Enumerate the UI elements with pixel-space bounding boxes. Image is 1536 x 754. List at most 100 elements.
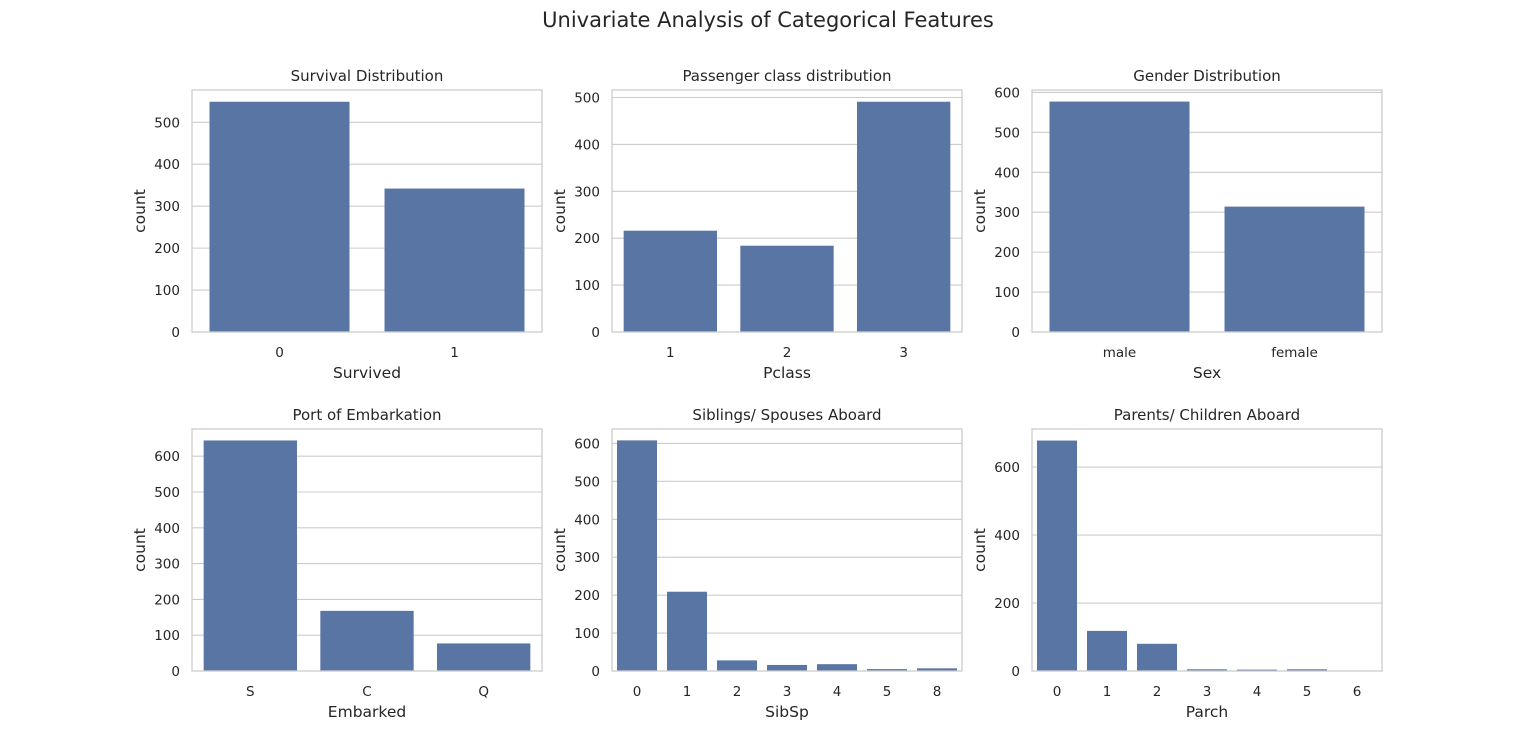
y-tick-label: 500 bbox=[994, 125, 1020, 141]
subplot-4: 0 100 200 300 400 500 600 S C Q Port of Embarkatio… bbox=[131, 406, 543, 721]
y-tick-label: 0 bbox=[1011, 325, 1020, 341]
y-tick-label: 400 bbox=[574, 137, 600, 153]
bar-2 bbox=[717, 660, 757, 671]
subplot-6: 0 200 400 600 0 1 2 3 4 5 6 Parents/ Children Aboar… bbox=[971, 406, 1383, 721]
x-tick-label: Q bbox=[478, 684, 489, 700]
x-tick-label: 1 bbox=[450, 345, 459, 361]
axes-frame bbox=[611, 428, 963, 672]
bar-1 bbox=[623, 230, 717, 332]
x-tick-label: C bbox=[362, 684, 371, 700]
y-tick-label: 100 bbox=[574, 278, 600, 294]
x-tick-label: 2 bbox=[733, 684, 742, 700]
x-tick-label: 1 bbox=[1103, 684, 1112, 700]
x-tick-label: 8 bbox=[933, 684, 942, 700]
x-tick-label: S bbox=[246, 684, 255, 700]
y-tick-label: 100 bbox=[154, 283, 180, 299]
y-tick-label: 0 bbox=[591, 664, 600, 680]
y-tick-label: 400 bbox=[994, 165, 1020, 181]
y-tick-label: 600 bbox=[574, 436, 600, 452]
subplot-5: 0 100 200 300 400 500 600 0 1 2 3 4 5 8 Siblings/ Spou… bbox=[551, 406, 963, 721]
y-axis-label: count bbox=[131, 189, 149, 233]
subplot-title: Siblings/ Spouses Aboard bbox=[692, 406, 881, 424]
y-tick-label: 300 bbox=[994, 205, 1020, 221]
bar-Q bbox=[437, 643, 531, 671]
subplot-title: Gender Distribution bbox=[1133, 67, 1281, 85]
y-tick-label: 500 bbox=[154, 485, 180, 501]
bar-3 bbox=[857, 101, 951, 332]
x-axis-label: SibSp bbox=[765, 703, 809, 721]
x-tick-label: 3 bbox=[899, 345, 908, 361]
axes-frame bbox=[191, 428, 543, 672]
y-tick-label: 600 bbox=[154, 449, 180, 465]
subplot-1: 0 100 200 300 400 500 0 1 Survival Distribution S… bbox=[131, 67, 543, 382]
y-tick-label: 0 bbox=[1011, 664, 1020, 680]
y-tick-label: 400 bbox=[154, 521, 180, 537]
y-tick-label: 600 bbox=[994, 460, 1020, 476]
bar-1 bbox=[1087, 630, 1127, 671]
x-axis-label: Pclass bbox=[763, 364, 811, 382]
figure-title: Univariate Analysis of Categorical Featu… bbox=[542, 8, 994, 32]
y-tick-label: 300 bbox=[154, 557, 180, 573]
y-tick-label: 500 bbox=[154, 115, 180, 131]
axes-frame bbox=[1031, 89, 1383, 333]
y-tick-label: 600 bbox=[994, 85, 1020, 101]
y-axis-label: count bbox=[971, 189, 989, 233]
x-tick-label: 3 bbox=[783, 684, 792, 700]
y-tick-label: 300 bbox=[574, 550, 600, 566]
bar-0 bbox=[617, 440, 657, 671]
y-tick-label: 400 bbox=[994, 528, 1020, 544]
bar-female bbox=[1224, 206, 1365, 332]
x-tick-label: 2 bbox=[783, 345, 792, 361]
x-tick-label: male bbox=[1103, 345, 1136, 361]
x-axis-label: Survived bbox=[333, 364, 401, 382]
x-tick-label: female bbox=[1271, 345, 1318, 361]
subplot-title: Passenger class distribution bbox=[682, 67, 891, 85]
bar-8 bbox=[917, 668, 957, 671]
bar-S bbox=[203, 440, 297, 671]
y-tick-label: 100 bbox=[574, 626, 600, 642]
subplot-title: Port of Embarkation bbox=[292, 406, 441, 424]
bar-3 bbox=[1187, 669, 1227, 671]
y-tick-label: 0 bbox=[591, 325, 600, 341]
axes-frame bbox=[1031, 428, 1383, 672]
x-axis-label: Parch bbox=[1186, 703, 1229, 721]
bar-4 bbox=[1237, 669, 1277, 671]
subplot-title: Survival Distribution bbox=[291, 67, 444, 85]
bar-4 bbox=[817, 664, 857, 671]
x-tick-label: 1 bbox=[683, 684, 692, 700]
x-tick-label: 4 bbox=[833, 684, 842, 700]
y-tick-label: 300 bbox=[154, 199, 180, 215]
y-tick-label: 0 bbox=[171, 325, 180, 341]
y-tick-label: 200 bbox=[994, 596, 1020, 612]
y-tick-label: 100 bbox=[154, 628, 180, 644]
y-tick-label: 200 bbox=[154, 592, 180, 608]
x-tick-label: 3 bbox=[1203, 684, 1212, 700]
x-tick-label: 4 bbox=[1253, 684, 1262, 700]
y-tick-label: 200 bbox=[994, 245, 1020, 261]
bar-5 bbox=[1287, 669, 1327, 671]
bar-2 bbox=[1137, 643, 1177, 671]
subplot-title: Parents/ Children Aboard bbox=[1114, 406, 1300, 424]
y-axis-label: count bbox=[131, 528, 149, 572]
y-axis-label: count bbox=[551, 528, 569, 572]
axes-frame bbox=[191, 89, 543, 333]
y-tick-label: 500 bbox=[574, 474, 600, 490]
bar-male bbox=[1049, 101, 1190, 332]
axes-frame bbox=[611, 89, 963, 333]
y-tick-label: 400 bbox=[154, 157, 180, 173]
x-tick-label: 2 bbox=[1153, 684, 1162, 700]
y-tick-label: 100 bbox=[994, 285, 1020, 301]
bar-1 bbox=[384, 188, 525, 332]
y-tick-label: 300 bbox=[574, 184, 600, 200]
subplot-2: 0 100 200 300 400 500 1 2 3 Passenger class distr… bbox=[551, 67, 963, 382]
x-tick-label: 5 bbox=[1303, 684, 1312, 700]
y-tick-label: 200 bbox=[574, 231, 600, 247]
bar-5 bbox=[867, 669, 907, 671]
y-tick-label: 200 bbox=[574, 588, 600, 604]
subplot-3: 0 100 200 300 400 500 600 male female Gender Dist… bbox=[971, 67, 1383, 382]
x-axis-label: Sex bbox=[1193, 364, 1221, 382]
x-axis-label: Embarked bbox=[328, 703, 406, 721]
y-tick-label: 400 bbox=[574, 512, 600, 528]
y-tick-label: 200 bbox=[154, 241, 180, 257]
